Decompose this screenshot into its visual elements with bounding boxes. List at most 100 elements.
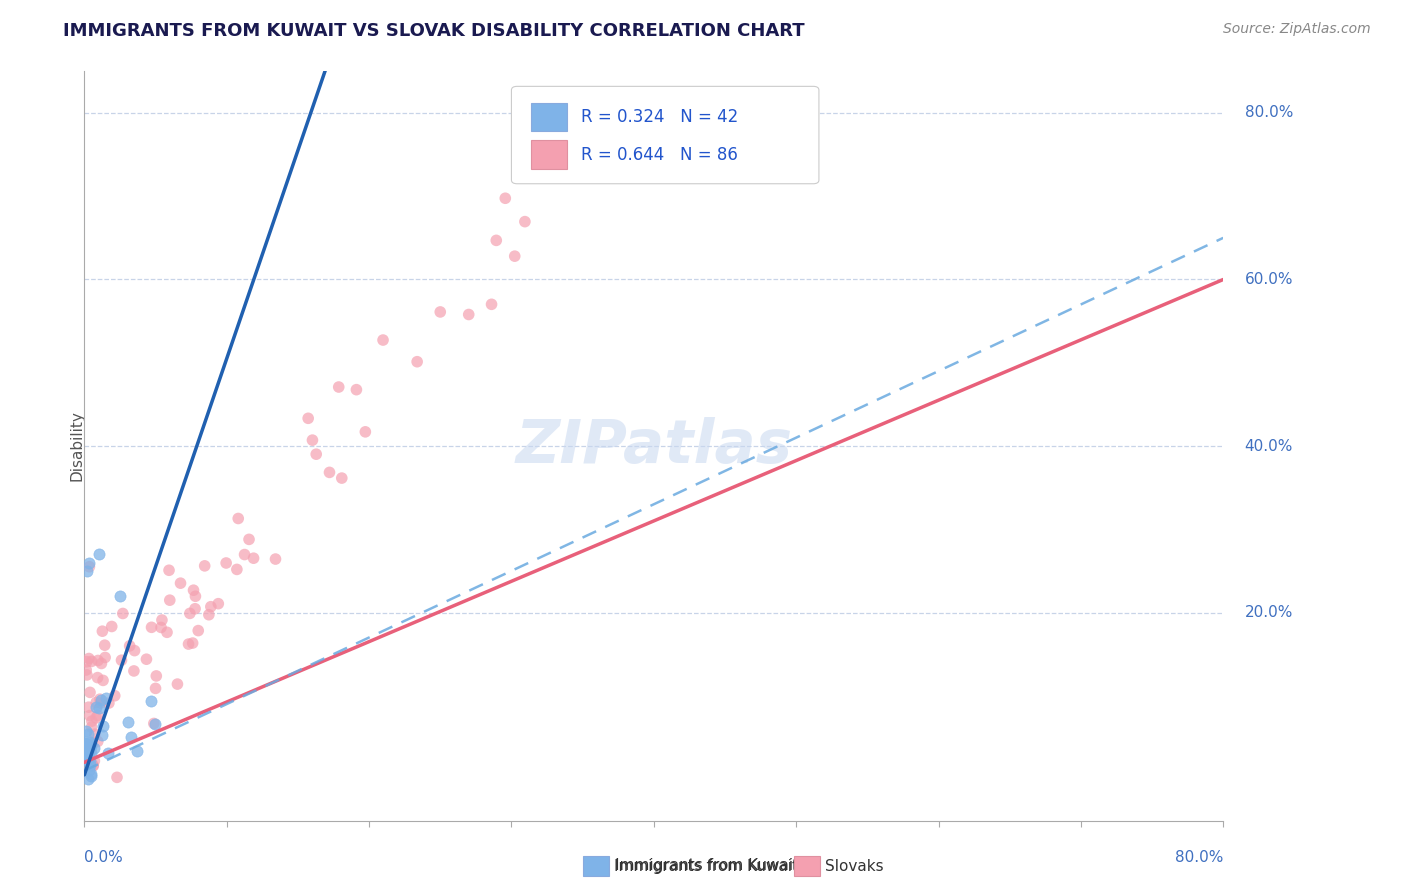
Point	[179, 607, 201, 621]
Text: 40.0%: 40.0%	[1244, 439, 1294, 453]
Point	[79, 559, 101, 574]
Point	[87, 734, 110, 748]
Point	[108, 589, 131, 603]
Text: Slovaks: Slovaks	[825, 859, 884, 873]
Point	[187, 624, 209, 638]
Text: 80.0%: 80.0%	[1244, 105, 1294, 120]
Text: Immigrants from Kuwait: Immigrants from Kuwait	[614, 859, 799, 873]
Text: IMMIGRANTS FROM KUWAIT VS SLOVAK DISABILITY CORRELATION CHART: IMMIGRANTS FROM KUWAIT VS SLOVAK DISABIL…	[63, 22, 804, 40]
Text: R = 0.644   N = 86: R = 0.644 N = 86	[581, 145, 738, 163]
Point	[200, 599, 222, 614]
Point	[124, 643, 146, 657]
Point	[77, 754, 100, 768]
Point	[76, 668, 98, 682]
Point	[91, 624, 114, 639]
Point	[141, 620, 163, 634]
Point	[80, 720, 103, 734]
Point	[110, 653, 132, 667]
Text: R = 0.324   N = 42: R = 0.324 N = 42	[581, 108, 738, 126]
Point	[77, 746, 100, 760]
Point	[118, 639, 141, 653]
FancyBboxPatch shape	[531, 103, 567, 131]
Point	[117, 714, 139, 729]
Point	[79, 755, 101, 769]
Point	[89, 692, 111, 706]
Point	[93, 638, 115, 652]
Point	[77, 651, 100, 665]
Point	[226, 511, 249, 525]
Point	[75, 724, 97, 739]
Point	[80, 769, 103, 783]
Point	[177, 637, 200, 651]
Point	[225, 562, 247, 576]
Point	[169, 576, 191, 591]
Point	[79, 758, 101, 772]
Point	[84, 695, 107, 709]
Point	[503, 249, 526, 263]
Point	[301, 433, 323, 447]
Point	[84, 700, 107, 714]
Point	[79, 739, 101, 753]
Point	[143, 716, 166, 731]
Point	[184, 589, 207, 603]
Point	[354, 425, 377, 439]
Text: ZIPatlas: ZIPatlas	[515, 417, 793, 475]
Point	[330, 471, 353, 485]
Point	[135, 652, 157, 666]
Point	[328, 380, 350, 394]
Point	[194, 558, 217, 573]
Point	[207, 597, 229, 611]
Point	[429, 305, 451, 319]
Point	[94, 691, 117, 706]
Point	[100, 619, 122, 633]
Point	[77, 700, 100, 714]
Point	[73, 750, 96, 764]
Point	[94, 650, 117, 665]
Point	[238, 533, 260, 547]
Point	[77, 763, 100, 777]
Point	[157, 563, 180, 577]
Point	[150, 620, 173, 634]
Point	[105, 770, 128, 784]
Text: 0.0%: 0.0%	[84, 850, 124, 864]
Point	[73, 736, 96, 750]
Point	[183, 583, 205, 598]
Point	[80, 746, 103, 760]
Point	[181, 636, 204, 650]
Point	[76, 749, 98, 764]
Point	[457, 308, 479, 322]
Point	[156, 625, 179, 640]
Point	[159, 593, 181, 607]
Point	[76, 772, 98, 786]
Point	[120, 730, 142, 744]
Y-axis label: Disability: Disability	[70, 410, 84, 482]
Point	[97, 696, 120, 710]
Point	[142, 716, 165, 731]
Point	[76, 655, 98, 669]
Point	[77, 727, 100, 741]
Point	[89, 696, 111, 710]
Point	[76, 564, 98, 578]
Point	[371, 333, 394, 347]
Point	[80, 654, 103, 668]
Point	[79, 708, 101, 723]
Point	[87, 547, 110, 561]
FancyBboxPatch shape	[512, 87, 818, 184]
Point	[406, 355, 429, 369]
Point	[77, 738, 100, 752]
Point	[150, 613, 173, 627]
Point	[122, 664, 145, 678]
Point	[513, 214, 536, 228]
Point	[79, 735, 101, 749]
Point	[96, 746, 118, 760]
Point	[75, 740, 97, 755]
Point	[90, 657, 112, 671]
Point	[90, 693, 112, 707]
Point	[75, 663, 97, 677]
Point	[83, 727, 105, 741]
Point	[166, 677, 188, 691]
Point	[73, 737, 96, 751]
Point	[82, 758, 104, 772]
Text: Source: ZipAtlas.com: Source: ZipAtlas.com	[1223, 22, 1371, 37]
Text: 80.0%: 80.0%	[1175, 850, 1223, 864]
